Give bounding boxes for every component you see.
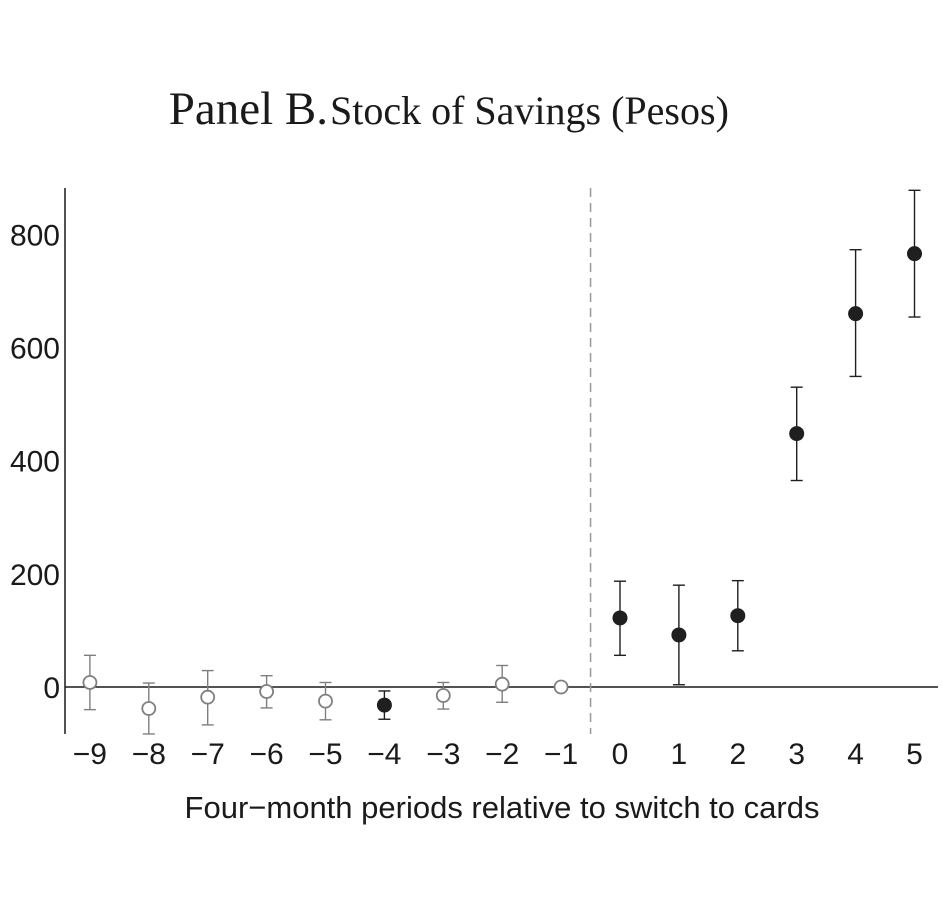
x-tick-label: −2	[485, 738, 519, 771]
data-point-hollow	[200, 689, 216, 705]
data-point-group	[141, 682, 157, 735]
data-point-group	[318, 681, 333, 721]
y-tick-label: 600	[10, 333, 60, 366]
data-point-group	[848, 249, 864, 378]
y-axis-ticks: 0 200 400 600 800	[10, 219, 60, 705]
x-tick-label: −6	[249, 738, 283, 771]
axes	[64, 188, 938, 734]
data-point-hollow	[318, 693, 333, 709]
data-points	[82, 189, 922, 735]
data-point-group	[435, 681, 451, 710]
data-point-group	[730, 579, 746, 652]
data-point-filled	[671, 627, 687, 643]
data-point-hollow	[494, 676, 510, 692]
x-tick-label: −1	[544, 738, 578, 771]
data-point-group	[612, 580, 628, 657]
data-point-hollow	[82, 675, 98, 690]
data-point-filled	[612, 610, 628, 626]
data-point-hollow	[259, 684, 275, 699]
data-point-hollow	[553, 679, 569, 695]
data-point-group	[259, 674, 275, 709]
y-tick-label: 200	[10, 559, 60, 592]
data-point-group	[200, 669, 216, 726]
data-point-group	[494, 664, 510, 703]
data-point-filled	[789, 426, 805, 442]
x-tick-label: 1	[671, 738, 688, 771]
x-axis-label: Four−month periods relative to switch to…	[185, 790, 820, 825]
x-tick-label: −9	[73, 738, 107, 771]
data-point-group	[671, 584, 687, 686]
data-point-hollow	[141, 701, 157, 716]
x-tick-label: 0	[612, 738, 629, 771]
x-tick-label: −7	[191, 738, 225, 771]
x-tick-label: −5	[308, 738, 342, 771]
x-tick-label: −8	[132, 738, 166, 771]
data-point-filled	[907, 246, 922, 262]
x-tick-label: −4	[367, 738, 401, 771]
data-point-filled	[730, 608, 746, 624]
chart-title-main: Panel B.	[169, 83, 328, 135]
chart-title-sub: Stock of Savings (Pesos)	[330, 88, 729, 133]
data-point-filled	[848, 306, 864, 322]
data-point-group	[553, 679, 569, 695]
x-tick-label: 5	[906, 738, 923, 771]
data-point-group	[82, 654, 98, 711]
x-tick-label: 2	[729, 738, 746, 771]
data-point-hollow	[435, 688, 451, 703]
x-axis-ticks: −9 −8 −7 −6 −5 −4 −3 −2 −1 0 1 2 3 4 5	[73, 738, 923, 771]
data-point-group	[789, 386, 805, 482]
y-tick-label: 400	[10, 446, 60, 479]
data-point-group	[376, 690, 392, 720]
x-tick-label: 3	[788, 738, 805, 771]
x-tick-label: 4	[847, 738, 864, 771]
x-tick-label: −3	[426, 738, 460, 771]
data-point-filled	[376, 697, 392, 713]
y-tick-label: 0	[43, 672, 60, 705]
data-point-group	[907, 189, 922, 318]
y-tick-label: 800	[10, 219, 60, 252]
